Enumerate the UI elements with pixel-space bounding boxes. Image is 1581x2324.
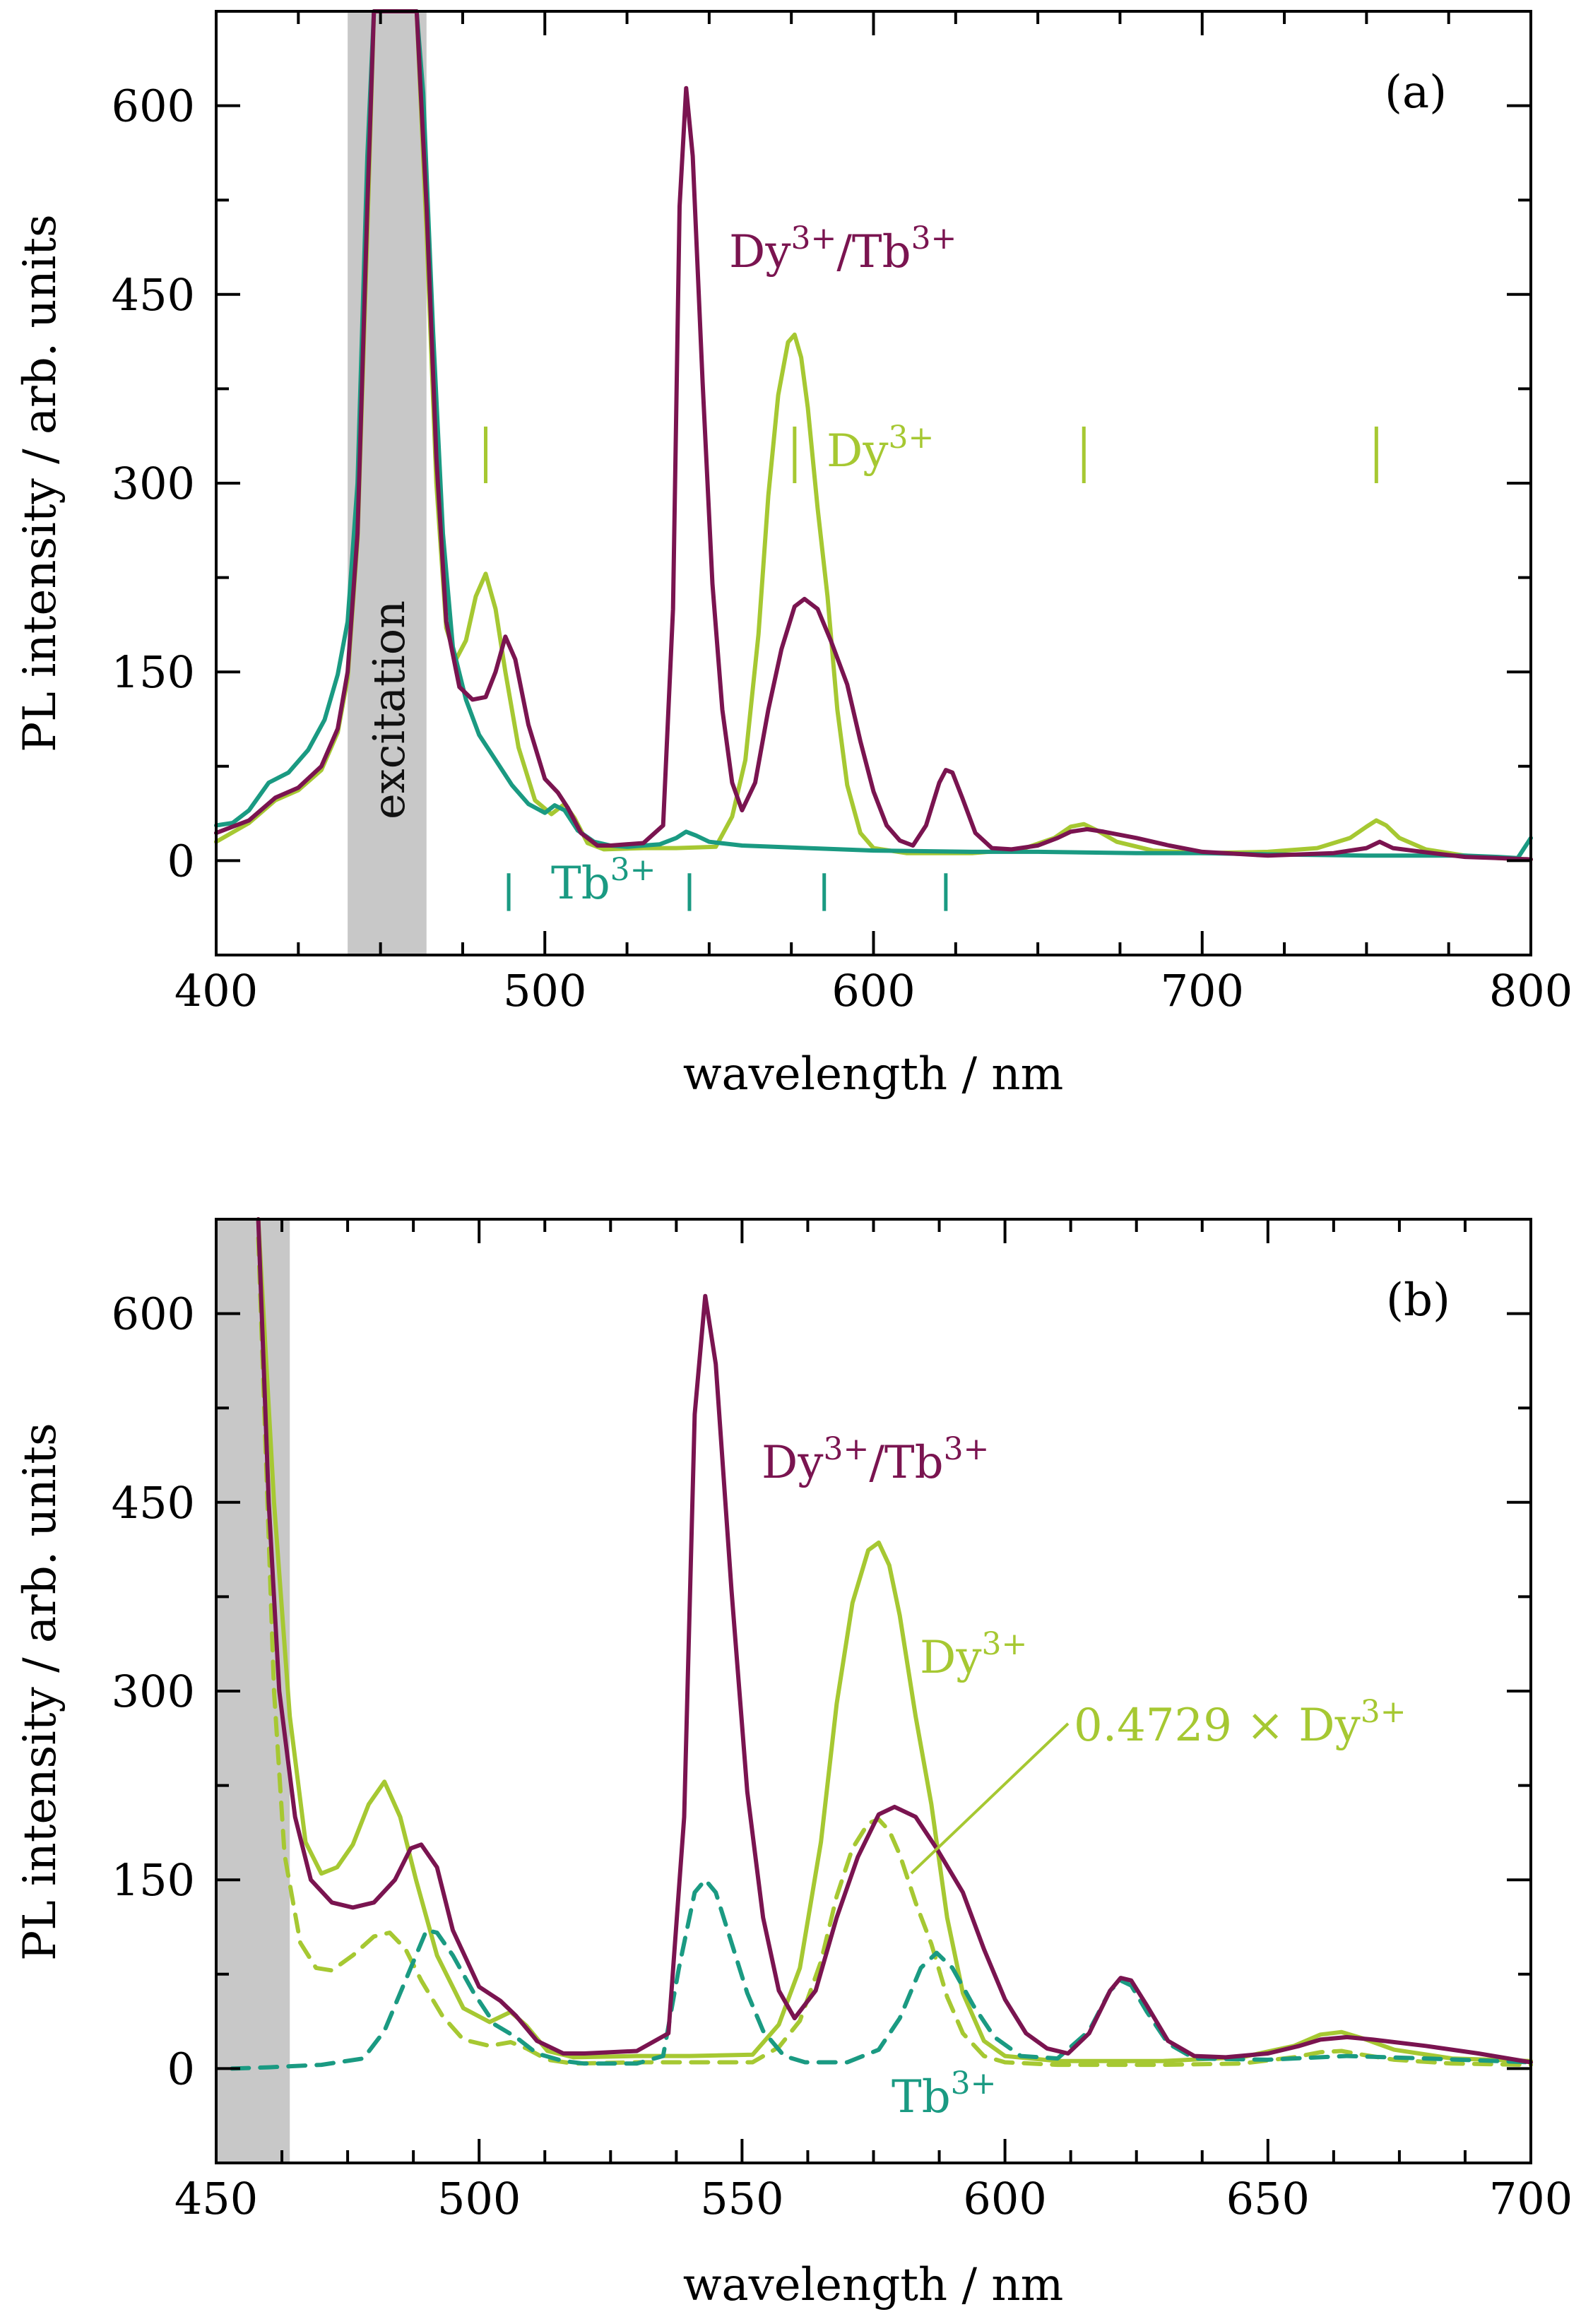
- x-tick-label: 700: [1489, 2173, 1573, 2224]
- x-tick-label: 600: [963, 2173, 1046, 2224]
- series-label-tb: Tb3+: [551, 852, 656, 910]
- x-tick-labels: 450 500 550 600 650 700: [174, 2173, 1573, 2224]
- x-tick-label: 650: [1226, 2173, 1310, 2224]
- x-tick-label: 450: [174, 2173, 258, 2224]
- y-tick-label: 450: [112, 1477, 195, 1529]
- series-line-dytb: [256, 1217, 1533, 2065]
- plot-frame: [215, 1218, 1532, 2164]
- y-axis-title: PL intensity / arb. units: [14, 214, 66, 752]
- y-tick-label: 150: [112, 646, 195, 698]
- y-tick-label: 0: [167, 2043, 195, 2094]
- panel-label: (b): [1386, 1274, 1450, 1327]
- y-tick-label: 450: [112, 269, 195, 321]
- x-axis-title: wavelength / nm: [683, 2259, 1064, 2311]
- y-tick-labels: 0 150 300 450 600: [112, 1288, 195, 2095]
- annotation-arrow: [910, 1722, 1070, 1875]
- series-label-dytb: Dy3+/Tb3+: [762, 1431, 989, 1489]
- y-tick-label: 600: [112, 1288, 195, 1340]
- y-tick-label: 300: [112, 458, 195, 509]
- x-tick-labels: 400 500 600 700 800: [174, 965, 1573, 1016]
- x-tick-label: 800: [1489, 965, 1573, 1016]
- panel-b: 450 500 550 600 650 700 0 150 300 450 600 (b) wav…: [14, 1217, 1573, 2311]
- x-tick-label: 600: [831, 965, 915, 1016]
- y-tick-labels: 0 150 300 450 600: [112, 81, 195, 887]
- series-line-dy: [256, 1217, 1533, 2063]
- y-tick-label: 600: [112, 81, 195, 132]
- series-label-dy: Dy3+: [920, 1626, 1027, 1684]
- series-line-dy-dashed: [256, 1235, 1533, 2068]
- series-label-scaled-dy: 0.4729 × Dy3+: [1074, 1694, 1407, 1752]
- panel-a: 400 500 600 700 800 0 150 300 450 600 (a) wavele…: [14, 9, 1573, 1101]
- excitation-label: excitation: [363, 600, 415, 819]
- x-tick-label: 500: [503, 965, 586, 1016]
- x-tick-label: 500: [437, 2173, 521, 2224]
- tick-marks: [215, 1218, 1532, 2164]
- series-line-tb-dashed: [230, 1878, 1533, 2071]
- transition-markers: [484, 426, 1378, 911]
- series-group: [230, 1217, 1533, 2071]
- x-axis-title: wavelength / nm: [683, 1048, 1064, 1101]
- series-label-dytb: Dy3+/Tb3+: [729, 220, 957, 278]
- series-line-tb: [214, 9, 1533, 860]
- y-tick-label: 300: [112, 1666, 195, 1717]
- x-tick-label: 700: [1161, 965, 1244, 1016]
- y-tick-label: 0: [167, 835, 195, 887]
- x-tick-label: 400: [174, 965, 258, 1016]
- series-label-tb: Tb3+: [892, 2065, 997, 2123]
- y-tick-label: 150: [112, 1854, 195, 1906]
- tick-marks: [215, 10, 1532, 956]
- panel-label: (a): [1385, 66, 1447, 119]
- y-axis-title: PL intensity / arb. units: [14, 1423, 66, 1961]
- x-tick-label: 550: [700, 2173, 783, 2224]
- series-label-dy: Dy3+: [827, 420, 934, 478]
- series-line-dytb: [214, 9, 1533, 862]
